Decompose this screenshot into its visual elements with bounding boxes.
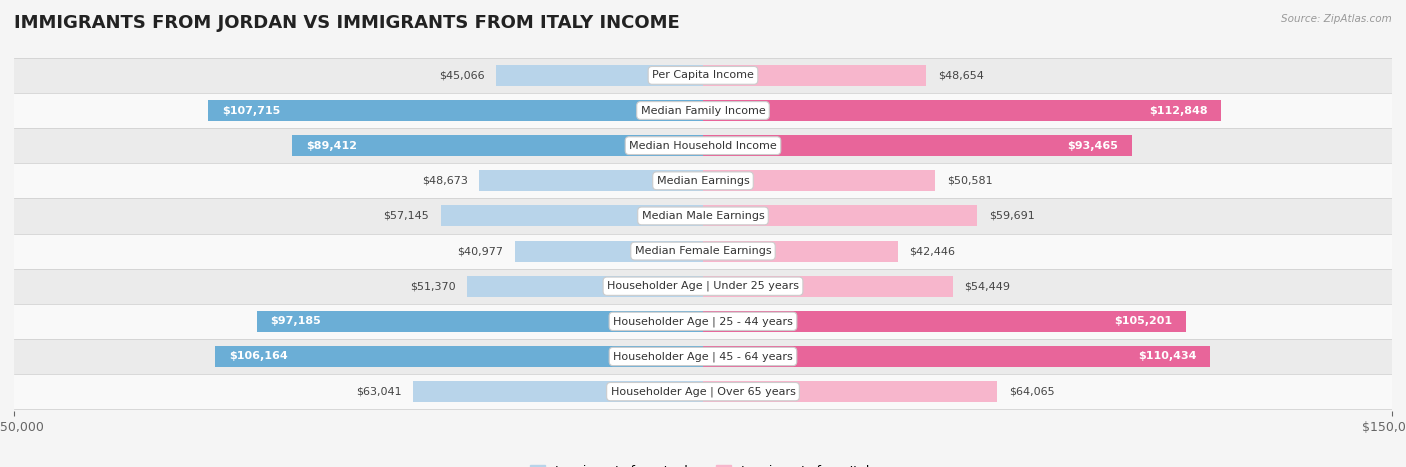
- Text: Householder Age | 25 - 44 years: Householder Age | 25 - 44 years: [613, 316, 793, 326]
- Text: $50,581: $50,581: [946, 176, 993, 186]
- Bar: [703, 276, 953, 297]
- Bar: [467, 276, 703, 297]
- Text: IMMIGRANTS FROM JORDAN VS IMMIGRANTS FROM ITALY INCOME: IMMIGRANTS FROM JORDAN VS IMMIGRANTS FRO…: [14, 14, 681, 32]
- Bar: [703, 381, 997, 402]
- Text: $107,715: $107,715: [222, 106, 280, 115]
- Bar: [208, 100, 703, 121]
- Bar: [14, 304, 1392, 339]
- Bar: [703, 346, 1211, 367]
- Bar: [703, 170, 935, 191]
- Bar: [215, 346, 703, 367]
- Text: Median Household Income: Median Household Income: [628, 141, 778, 151]
- Text: $54,449: $54,449: [965, 281, 1011, 291]
- Text: $106,164: $106,164: [229, 352, 288, 361]
- Bar: [479, 170, 703, 191]
- Text: $48,654: $48,654: [938, 71, 984, 80]
- Bar: [496, 65, 703, 86]
- Bar: [14, 128, 1392, 163]
- Text: $45,066: $45,066: [439, 71, 485, 80]
- Bar: [413, 381, 703, 402]
- Bar: [703, 135, 1132, 156]
- Legend: Immigrants from Jordan, Immigrants from Italy: Immigrants from Jordan, Immigrants from …: [524, 460, 882, 467]
- Bar: [292, 135, 703, 156]
- Bar: [703, 311, 1187, 332]
- Text: Median Family Income: Median Family Income: [641, 106, 765, 115]
- Bar: [703, 65, 927, 86]
- Text: $51,370: $51,370: [411, 281, 456, 291]
- Text: $64,065: $64,065: [1008, 387, 1054, 396]
- Text: Median Earnings: Median Earnings: [657, 176, 749, 186]
- Text: Householder Age | Under 25 years: Householder Age | Under 25 years: [607, 281, 799, 291]
- Text: Source: ZipAtlas.com: Source: ZipAtlas.com: [1281, 14, 1392, 24]
- Bar: [14, 163, 1392, 198]
- Text: $89,412: $89,412: [307, 141, 357, 151]
- Text: Median Male Earnings: Median Male Earnings: [641, 211, 765, 221]
- Text: $112,848: $112,848: [1149, 106, 1208, 115]
- Text: $48,673: $48,673: [422, 176, 468, 186]
- Text: $40,977: $40,977: [457, 246, 503, 256]
- Bar: [703, 100, 1222, 121]
- Bar: [14, 58, 1392, 93]
- Text: Per Capita Income: Per Capita Income: [652, 71, 754, 80]
- Bar: [14, 269, 1392, 304]
- Text: $57,145: $57,145: [384, 211, 429, 221]
- Bar: [515, 241, 703, 262]
- Bar: [14, 339, 1392, 374]
- Bar: [14, 198, 1392, 234]
- Text: $110,434: $110,434: [1137, 352, 1197, 361]
- Bar: [14, 374, 1392, 409]
- Bar: [440, 205, 703, 226]
- Text: $97,185: $97,185: [270, 316, 321, 326]
- Text: $93,465: $93,465: [1067, 141, 1119, 151]
- Bar: [703, 205, 977, 226]
- Text: Householder Age | 45 - 64 years: Householder Age | 45 - 64 years: [613, 351, 793, 362]
- Bar: [14, 93, 1392, 128]
- Text: $59,691: $59,691: [988, 211, 1035, 221]
- Text: Median Female Earnings: Median Female Earnings: [634, 246, 772, 256]
- Text: $63,041: $63,041: [356, 387, 402, 396]
- Text: $42,446: $42,446: [910, 246, 956, 256]
- Text: Householder Age | Over 65 years: Householder Age | Over 65 years: [610, 386, 796, 397]
- Text: $105,201: $105,201: [1115, 316, 1173, 326]
- Bar: [14, 234, 1392, 269]
- Bar: [703, 241, 898, 262]
- Bar: [257, 311, 703, 332]
